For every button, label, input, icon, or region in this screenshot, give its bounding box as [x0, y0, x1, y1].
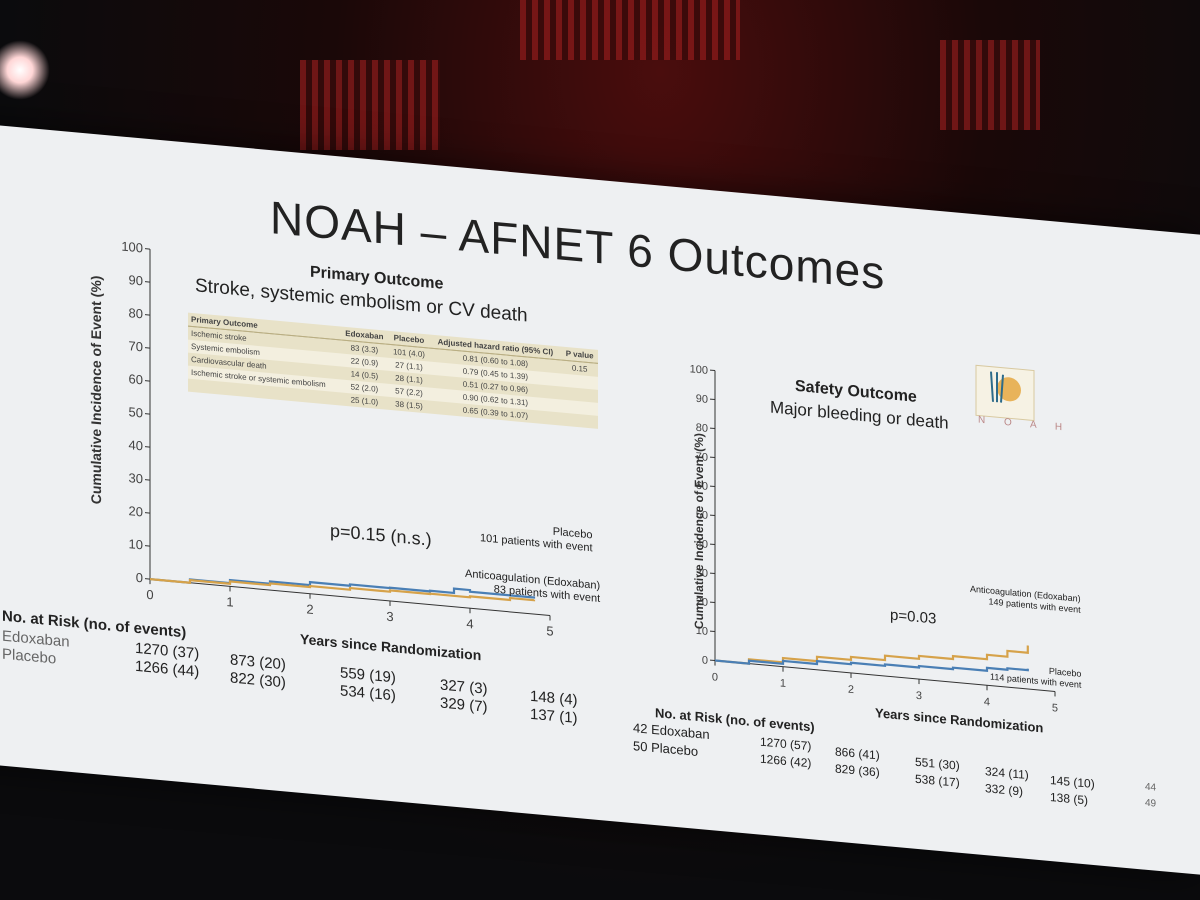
x-tick-label: 4 — [466, 616, 473, 632]
x-tick-label: 4 — [984, 696, 990, 709]
x-tick-label: 3 — [386, 609, 393, 625]
y-tick-label: 80 — [696, 422, 708, 435]
risk-cell: 332 (9) — [985, 781, 1024, 799]
x-tick-label: 1 — [780, 677, 786, 690]
risk-cell: 329 (7) — [440, 694, 488, 716]
series-line — [715, 645, 1029, 665]
safety-outcome-chart: 0 10 20 30 40 50 60 70 80 90 100 0 1 2 3 4 5 — [690, 363, 1058, 715]
y-tick-label: 100 — [690, 363, 708, 377]
risk-cell: 324 (11) — [985, 764, 1029, 783]
risk-cell: 829 (36) — [835, 761, 880, 780]
y-tick-label: 60 — [129, 371, 143, 387]
x-tick-label: 5 — [1052, 702, 1058, 715]
x-tick-label: 3 — [916, 690, 922, 703]
risk-cell: 538 (17) — [915, 771, 960, 790]
risk-cell: 145 (10) — [1050, 773, 1095, 792]
primary-outcome-chart: 0 10 20 30 40 50 60 70 80 90 100 0 1 2 3 4 5 — [121, 239, 553, 639]
risk-cell: 138 (5) — [1050, 790, 1089, 808]
y-tick-label: 40 — [696, 538, 708, 551]
y-tick-label: 30 — [129, 470, 143, 486]
x-tick-label: 1 — [226, 594, 233, 610]
y-tick-label: 20 — [696, 596, 708, 609]
y-tick-label: 20 — [129, 503, 143, 519]
primary-y-axis-label: Cumulative Incidence of Event (%) — [88, 274, 104, 505]
stage-light — [0, 40, 50, 100]
y-tick-label: 70 — [129, 338, 143, 354]
y-tick-label: 50 — [129, 404, 143, 420]
risk-cell: 137 (1) — [530, 705, 578, 728]
stage-red-panel — [300, 60, 440, 150]
y-tick-label: 0 — [702, 654, 708, 667]
y-tick-label: 90 — [129, 272, 143, 288]
y-tick-label: 0 — [136, 570, 143, 586]
x-tick-label: 2 — [306, 601, 313, 617]
stage-red-panel — [520, 0, 740, 60]
x-tick-label: 2 — [848, 684, 854, 697]
y-tick-label: 80 — [129, 305, 143, 321]
noah-logo-icon — [975, 364, 1035, 422]
risk-cell: 551 (30) — [915, 754, 960, 773]
safety-risk-placebo-label: 50 Placebo — [633, 738, 699, 759]
y-tick-label: 50 — [696, 509, 708, 522]
safety-y-axis-label: Cumulative Incidence of Event (%) — [692, 432, 706, 630]
y-tick-label: 10 — [696, 625, 708, 638]
x-tick-label: 5 — [546, 623, 553, 639]
stage-red-panel — [940, 40, 1040, 130]
y-tick-label: 10 — [129, 536, 143, 552]
y-tick-label: 30 — [696, 567, 708, 580]
series-line — [150, 578, 536, 602]
x-tick-label: 0 — [146, 587, 153, 603]
risk-cell: 1266 (42) — [760, 751, 812, 771]
x-axis-line — [150, 578, 550, 617]
y-tick-label: 40 — [129, 437, 143, 453]
slide-number: 44 — [1145, 781, 1157, 794]
slide-number: 49 — [1145, 797, 1157, 810]
y-tick-label: 100 — [121, 239, 143, 256]
y-tick-label: 90 — [696, 393, 708, 406]
risk-cell: 866 (41) — [835, 744, 880, 763]
primary-risk-placebo-label: Placebo — [2, 645, 57, 668]
presentation-slide: NOAH – AFNET 6 Outcomes N O A H Primary … — [0, 120, 1200, 875]
x-tick-label: 0 — [712, 671, 718, 684]
y-tick-label: 70 — [696, 451, 708, 464]
y-tick-label: 60 — [696, 480, 708, 493]
x-axis-line — [715, 660, 1055, 692]
series-line — [715, 659, 1029, 672]
